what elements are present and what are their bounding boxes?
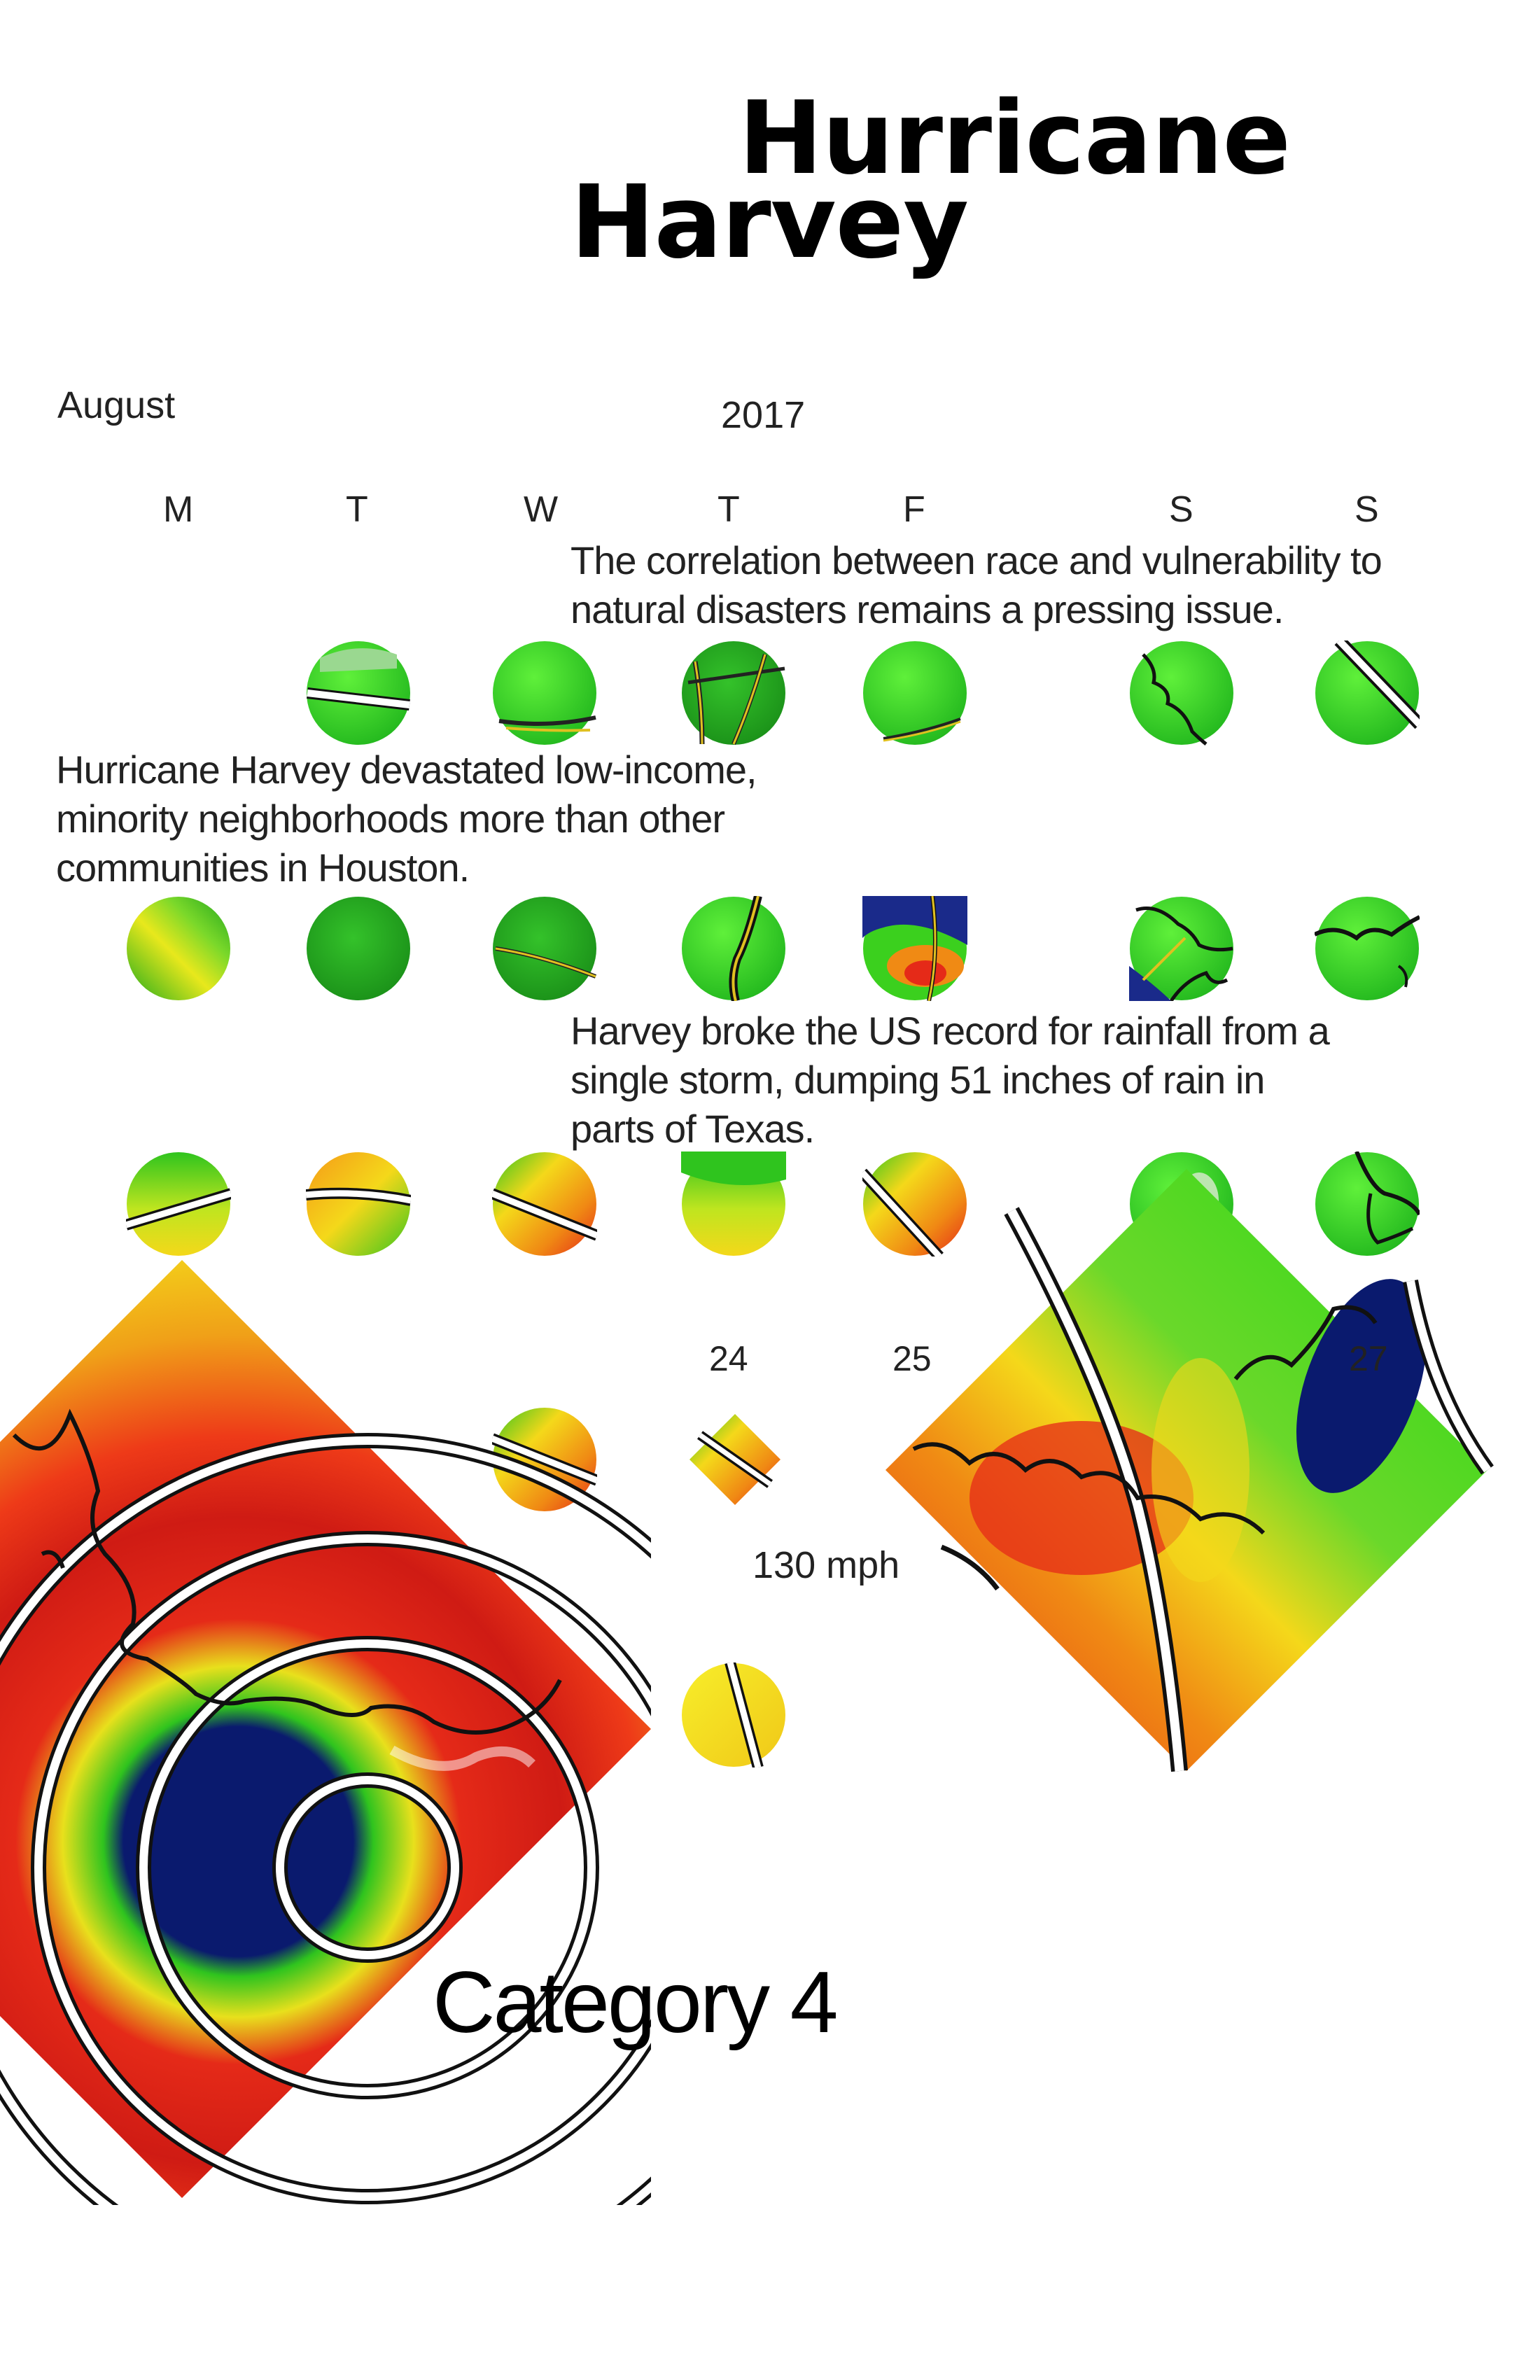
storm-map-category-4 <box>0 1260 651 2205</box>
title-harvey: Harvey <box>570 163 969 281</box>
caption-low-income-neighborhoods: Hurricane Harvey devastated low-income, … <box>56 748 757 890</box>
storm-map-rainfall <box>886 1169 1494 1772</box>
map-dot-row3-tuesday <box>306 1152 411 1256</box>
map-dot-row1-thursday <box>682 641 785 746</box>
weekday-saturday: S <box>1169 489 1194 530</box>
map-diamond-row4-thursday <box>690 1414 780 1505</box>
weekday-friday: F <box>903 489 925 530</box>
caption-race-vulnerability: The correlation between race and vulnera… <box>570 538 1382 631</box>
map-dot-row1-friday <box>863 641 967 745</box>
map-dot-row2-saturday <box>1129 897 1233 1001</box>
title-hurricane: Hurricane <box>738 79 1291 197</box>
day-24: 24 <box>709 1339 748 1378</box>
map-dot-row1-sunday <box>1315 640 1420 745</box>
day-27: 27 <box>1349 1339 1388 1378</box>
map-dot-row3-sunday <box>1315 1152 1420 1256</box>
map-dot-row1-tuesday <box>307 641 410 745</box>
map-dot-row3-monday <box>126 1152 231 1256</box>
calendar-year: 2017 <box>721 394 806 436</box>
caption-rainfall-record: Harvey broke the US record for rainfall … <box>570 1009 1330 1151</box>
map-dot-row2-monday <box>127 897 230 1000</box>
map-dot-row2-friday <box>862 896 967 1001</box>
map-dot-row2-thursday <box>682 896 785 1001</box>
weekday-sunday: S <box>1354 489 1379 530</box>
map-dot-row1-wednesday <box>493 641 596 745</box>
map-dot-row1-saturday <box>1130 641 1233 746</box>
category-label: Category 4 <box>433 1954 839 2051</box>
weekday-monday: M <box>163 489 194 530</box>
map-dot-row2-wednesday <box>493 897 597 1000</box>
map-dot-row3-friday <box>862 1152 967 1256</box>
map-dot-row5-thursday <box>682 1662 785 1768</box>
map-dot-row3-wednesday <box>492 1152 597 1256</box>
map-dot-row2-tuesday <box>307 897 410 1000</box>
calendar-month: August <box>57 384 176 426</box>
weekday-tuesday: T <box>346 489 368 530</box>
day-25: 25 <box>892 1339 932 1378</box>
map-dot-row2-sunday <box>1315 897 1420 1000</box>
weekday-wednesday: W <box>524 489 559 530</box>
wind-speed-label: 130 mph <box>752 1544 900 1586</box>
map-dot-row3-thursday <box>681 1152 786 1256</box>
weekday-thursday: T <box>718 489 740 530</box>
